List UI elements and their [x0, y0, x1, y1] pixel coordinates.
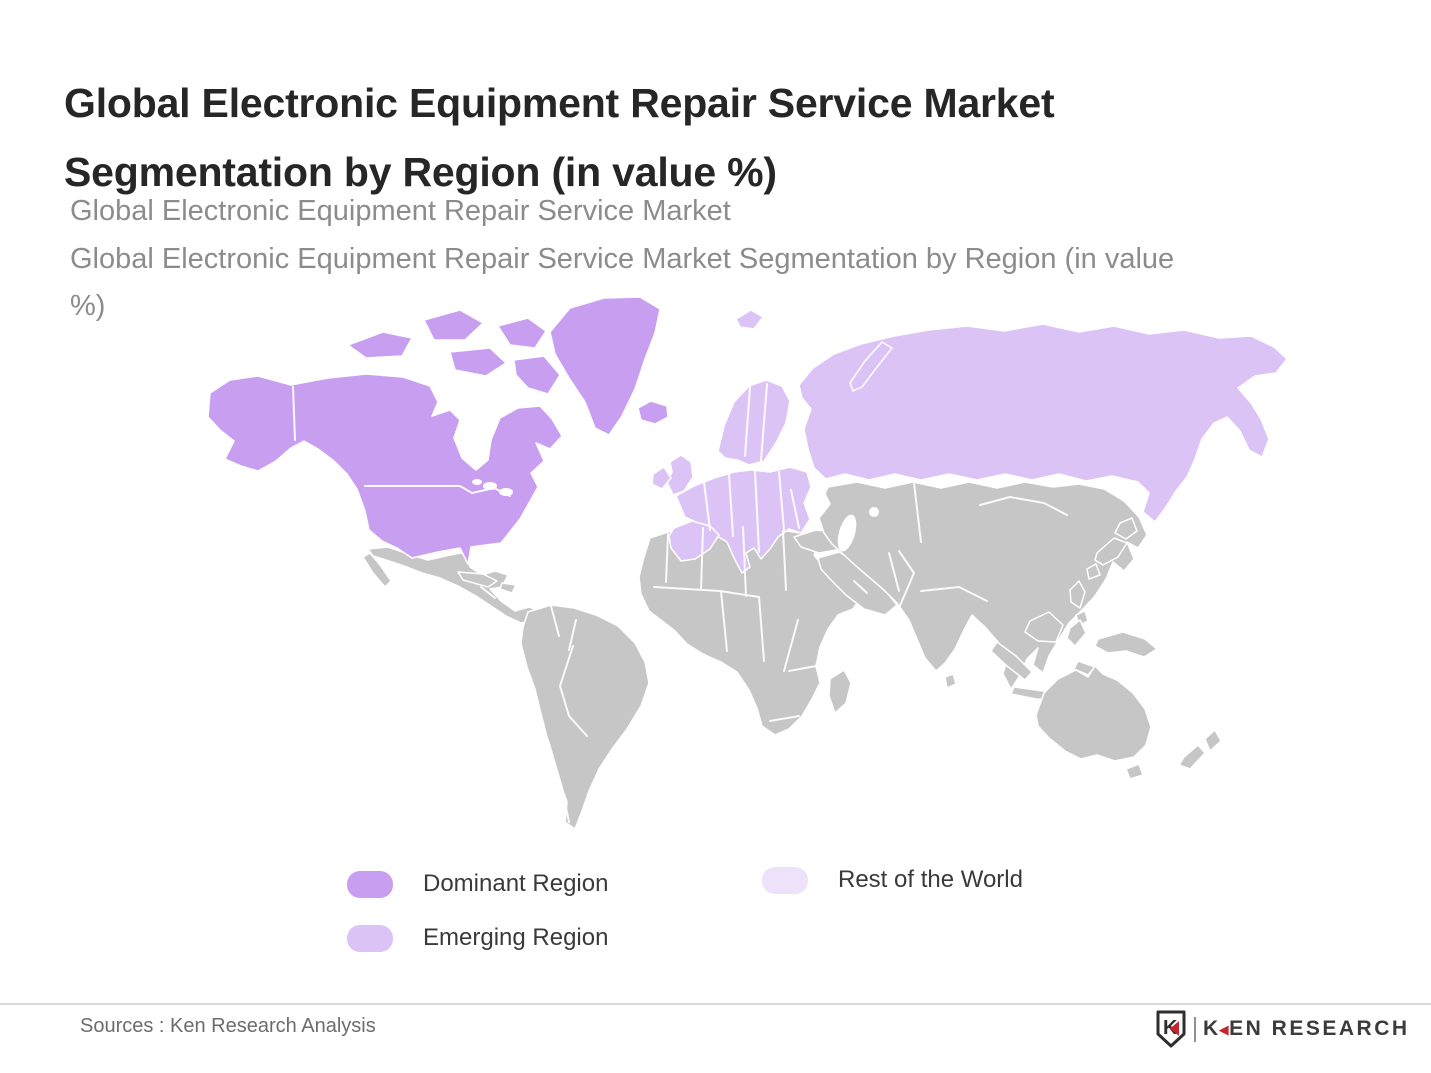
legend-label-rest-of-world: Rest of the World — [838, 866, 1023, 893]
legend-swatch-rest-of-world — [762, 866, 808, 894]
legend-item-dominant: Dominant Region — [347, 870, 608, 898]
lakes — [472, 479, 879, 552]
brand-rest: EN RESEARCH — [1229, 1017, 1410, 1040]
world-map-svg — [207, 296, 1288, 830]
region-iceland — [637, 400, 669, 425]
region-russia — [798, 323, 1288, 523]
region-asia — [818, 481, 1148, 690]
region-north-america — [207, 373, 563, 565]
subtitle-segmentation-line2: %) — [70, 290, 106, 322]
source-text: Sources : Ken Research Analysis — [80, 1015, 376, 1037]
region-novaya-zemlya — [849, 341, 893, 392]
region-svalbard — [735, 309, 764, 330]
page-title-line1: Global Electronic Equipment Repair Servi… — [64, 80, 1055, 127]
subtitle-segmentation: Global Electronic Equipment Repair Servi… — [70, 236, 1380, 330]
region-tasmania — [1125, 763, 1144, 780]
region-sri-lanka — [944, 673, 957, 689]
aral-sea — [869, 507, 879, 517]
region-madagascar — [828, 669, 852, 714]
logo-divider-bar — [1194, 1016, 1196, 1042]
region-baja — [362, 552, 392, 588]
country-borders — [292, 383, 1068, 823]
brand-wordmark: K ◀ EN RESEARCH — [1203, 1017, 1410, 1041]
svg-text:K: K — [1163, 1017, 1178, 1039]
region-new-zealand — [1178, 729, 1222, 770]
page-title: Global Electronic Equipment Repair Servi… — [64, 69, 1304, 207]
brand-red-triangle-icon: ◀ — [1218, 1021, 1232, 1037]
world-map — [198, 290, 1298, 855]
region-south-america — [520, 604, 650, 830]
region-australia — [1035, 665, 1152, 762]
caspian-sea — [837, 514, 857, 552]
region-rest-of-world — [362, 481, 1222, 830]
region-greenland — [549, 296, 661, 436]
legend-label-dominant: Dominant Region — [423, 870, 609, 897]
page-title-line2: Segmentation by Region (in value %) — [64, 149, 777, 196]
region-mexico-central-america — [367, 546, 541, 624]
great-lake-2 — [499, 488, 513, 496]
region-emerging — [651, 309, 1288, 574]
footer-divider — [0, 1003, 1431, 1005]
region-hispaniola — [499, 582, 517, 594]
legend-swatch-emerging — [347, 924, 393, 952]
legend-swatch-dominant — [347, 870, 393, 898]
region-arctic-islands — [347, 309, 561, 395]
legend-label-emerging: Emerging Region — [423, 924, 609, 951]
region-scandinavia — [717, 379, 791, 466]
region-new-guinea — [1094, 631, 1158, 658]
ken-research-logo: K K ◀ EN RESEARCH — [1155, 1009, 1410, 1049]
ken-research-shield-icon: K — [1156, 1010, 1186, 1048]
region-dominant — [207, 296, 669, 565]
subtitle-market: Global Electronic Equipment Repair Servi… — [70, 195, 731, 227]
region-japan — [1086, 517, 1138, 580]
brand-k: K — [1203, 1017, 1221, 1040]
subtitle-segmentation-line1: Global Electronic Equipment Repair Servi… — [70, 243, 1175, 275]
great-lake-3 — [472, 479, 482, 485]
region-ireland — [651, 466, 672, 490]
legend-item-rest-of-world: Rest of the World — [762, 866, 1023, 894]
legend-item-emerging: Emerging Region — [347, 924, 608, 952]
region-cuba — [457, 571, 498, 588]
